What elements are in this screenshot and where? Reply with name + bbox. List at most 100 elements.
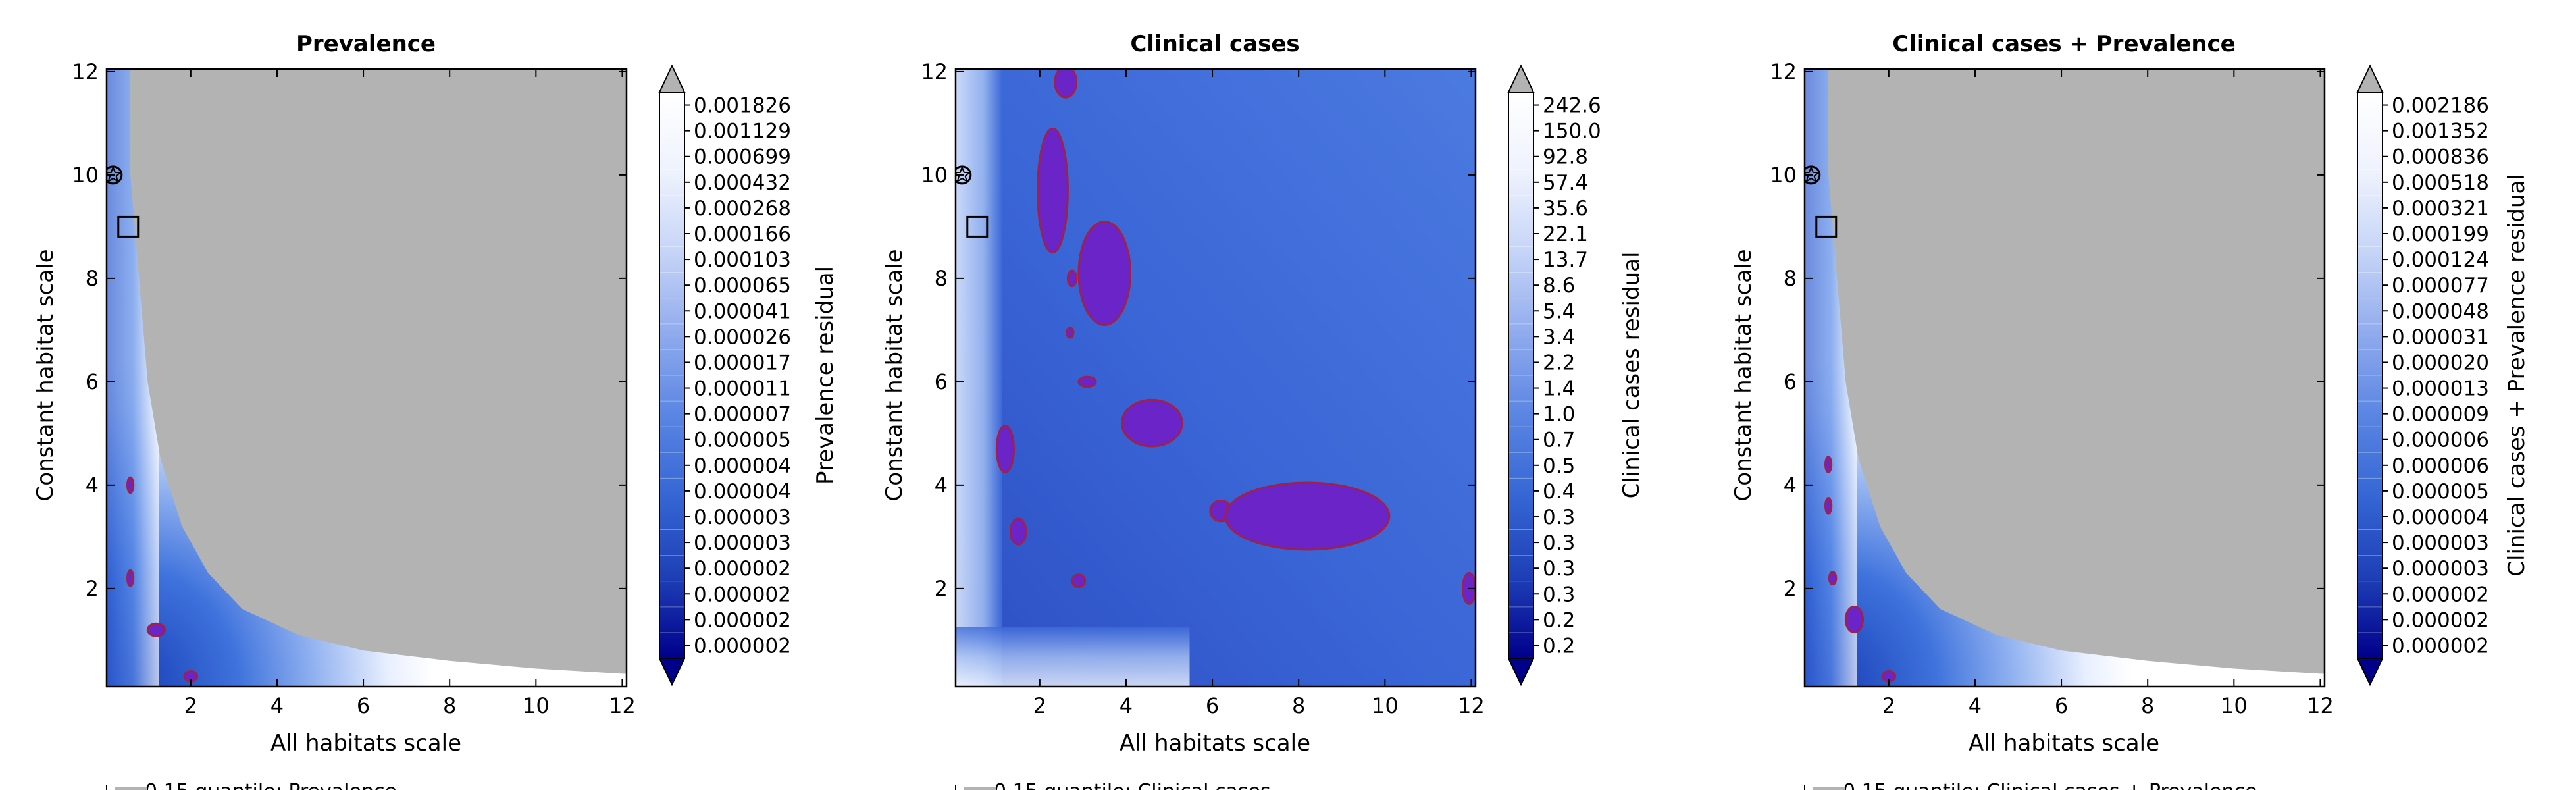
y-tick-label: 10 bbox=[921, 163, 948, 188]
colorbar-tick-label: 150.0 bbox=[1543, 120, 1601, 144]
plot-area bbox=[1805, 69, 2325, 687]
colorbar-tick-label: 0.000321 bbox=[2392, 197, 2489, 221]
legend-entry: 0.15 quantile: Clinical cases + Prevalen… bbox=[1843, 780, 2257, 790]
colorbar-tick-label: 0.002186 bbox=[2392, 94, 2489, 118]
quantile-region bbox=[1824, 497, 1833, 515]
quantile-region bbox=[1054, 69, 1078, 99]
colorbar-tick-label: 0.001352 bbox=[2392, 120, 2489, 144]
colorbar-tick-label: 8.6 bbox=[1543, 274, 1575, 298]
x-tick-label: 6 bbox=[1206, 693, 1219, 718]
colorbar-tick-label: 0.2 bbox=[1543, 634, 1575, 658]
colorbar-tick-label: 0.3 bbox=[1543, 506, 1575, 529]
colorbar bbox=[1508, 92, 1533, 658]
legend-entry: 0.15 quantile: Clinical cases bbox=[994, 780, 1271, 790]
x-axis-label: All habitats scale bbox=[1969, 730, 2159, 756]
colorbar-tick-label: 0.7 bbox=[1543, 429, 1575, 452]
colorbar-tick-label: 0.000002 bbox=[2392, 608, 2489, 632]
x-tick-label: 10 bbox=[523, 693, 550, 718]
x-tick-label: 4 bbox=[1969, 693, 1982, 718]
y-tick-label: 8 bbox=[935, 266, 948, 291]
colorbar-label: Clinical cases + Prevalence residual bbox=[2504, 174, 2530, 576]
x-tick-label: 10 bbox=[2221, 693, 2248, 718]
x-tick-label: 10 bbox=[1372, 693, 1399, 718]
legend-swatch bbox=[115, 787, 147, 790]
colorbar-tick-label: 22.1 bbox=[1543, 223, 1588, 246]
legend-swatch bbox=[1813, 787, 1845, 790]
colorbar-tick-label: 0.5 bbox=[1543, 454, 1575, 478]
colorbar-tick-label: 0.001129 bbox=[694, 120, 791, 144]
colorbar-tick-label: 1.4 bbox=[1543, 377, 1575, 401]
axes-frame bbox=[105, 68, 628, 688]
colorbar-frame bbox=[659, 92, 685, 659]
quantile-region bbox=[146, 622, 166, 637]
colorbar-tick-label: 0.000004 bbox=[2392, 506, 2489, 529]
x-axis-label: All habitats scale bbox=[270, 730, 461, 756]
x-tick-label: 2 bbox=[1882, 693, 1895, 718]
y-tick-label: 6 bbox=[935, 369, 948, 394]
colorbar-tick-label: 0.000006 bbox=[2392, 454, 2489, 478]
plot-area bbox=[956, 69, 1476, 687]
quantile-region bbox=[126, 569, 135, 587]
colorbar-tick-label: 0.3 bbox=[1543, 531, 1575, 555]
panel-prevalence: Prevalence All habitats scale Constant h… bbox=[32, 31, 838, 790]
axes-frame bbox=[1803, 68, 2326, 688]
colorbar-tick-label: 0.000166 bbox=[694, 223, 791, 246]
panel-title: Prevalence bbox=[296, 31, 436, 57]
x-tick-label: 12 bbox=[609, 693, 636, 718]
square-marker bbox=[1815, 215, 1838, 238]
colorbar-tick-label: 0.000020 bbox=[2392, 351, 2489, 375]
colorbar-tick-label: 0.000518 bbox=[2392, 171, 2489, 195]
y-tick-label: 8 bbox=[86, 266, 99, 291]
colorbar-label: Clinical cases residual bbox=[1618, 252, 1645, 499]
quantile-region bbox=[1824, 456, 1833, 473]
quantile-region bbox=[1828, 571, 1838, 586]
quantile-region bbox=[1077, 221, 1131, 327]
colorbar-tick-label: 0.000077 bbox=[2392, 274, 2489, 298]
x-tick-label: 8 bbox=[443, 693, 456, 718]
colorbar-tick-label: 0.000003 bbox=[694, 531, 791, 555]
colorbar-tick-label: 0.000011 bbox=[694, 377, 791, 401]
colorbar bbox=[2357, 92, 2383, 658]
y-tick-label: 2 bbox=[86, 576, 99, 601]
y-tick-label: 4 bbox=[1784, 473, 1797, 498]
y-tick-label: 2 bbox=[1784, 576, 1797, 601]
panel-clinical-cases: Clinical cases All habitats scale Consta… bbox=[881, 31, 1645, 790]
masked-region bbox=[130, 69, 627, 674]
colorbar-tick-label: 57.4 bbox=[1543, 171, 1588, 195]
colorbar-tick-label: 0.000268 bbox=[694, 197, 791, 221]
colorbar-tick-label: 35.6 bbox=[1543, 197, 1588, 221]
colorbar-tick-label: 0.001826 bbox=[694, 94, 791, 118]
y-tick-label: 10 bbox=[72, 163, 99, 188]
x-tick-label: 8 bbox=[1292, 693, 1305, 718]
colorbar-under-triangle bbox=[2356, 658, 2384, 687]
y-tick-label: 4 bbox=[935, 473, 948, 498]
colorbar-over-triangle bbox=[1507, 64, 1535, 93]
x-axis-label: All habitats scale bbox=[1120, 730, 1310, 756]
colorbar-tick-label: 2.2 bbox=[1543, 351, 1575, 375]
y-tick-label: 4 bbox=[86, 473, 99, 498]
y-tick-label: 12 bbox=[921, 59, 948, 84]
legend-entry: 0.15 quantile: Prevalence bbox=[145, 780, 397, 790]
colorbar-tick-label: 0.000002 bbox=[2392, 583, 2489, 606]
x-tick-label: 12 bbox=[2307, 693, 2334, 718]
quantile-region bbox=[1066, 327, 1075, 339]
colorbar-over-triangle bbox=[2356, 64, 2384, 93]
colorbar-tick-label: 0.4 bbox=[1543, 480, 1575, 504]
colorbar-tick-label: 3.4 bbox=[1543, 325, 1575, 349]
colorbar-under-triangle bbox=[658, 658, 686, 687]
colorbar-tick-label: 0.000065 bbox=[694, 274, 791, 298]
residual-field-edge bbox=[956, 69, 1002, 687]
colorbar-tick-label: 0.000003 bbox=[2392, 557, 2489, 581]
x-tick-label: 2 bbox=[1033, 693, 1046, 718]
colorbar-tick-label: 1.0 bbox=[1543, 403, 1575, 427]
colorbar-tick-label: 0.000199 bbox=[2392, 223, 2489, 246]
residual-field-bottom bbox=[956, 627, 1190, 687]
x-tick-label: 6 bbox=[2055, 693, 2068, 718]
legend-swatch bbox=[964, 787, 996, 790]
colorbar-label: Prevalence residual bbox=[812, 266, 838, 485]
masked-region bbox=[1828, 69, 2325, 674]
x-tick-label: 8 bbox=[2141, 693, 2154, 718]
colorbar-tick-label: 0.2 bbox=[1543, 608, 1575, 632]
y-axis-label: Constant habitat scale bbox=[32, 250, 59, 502]
colorbar-tick-label: 0.000002 bbox=[694, 608, 791, 632]
